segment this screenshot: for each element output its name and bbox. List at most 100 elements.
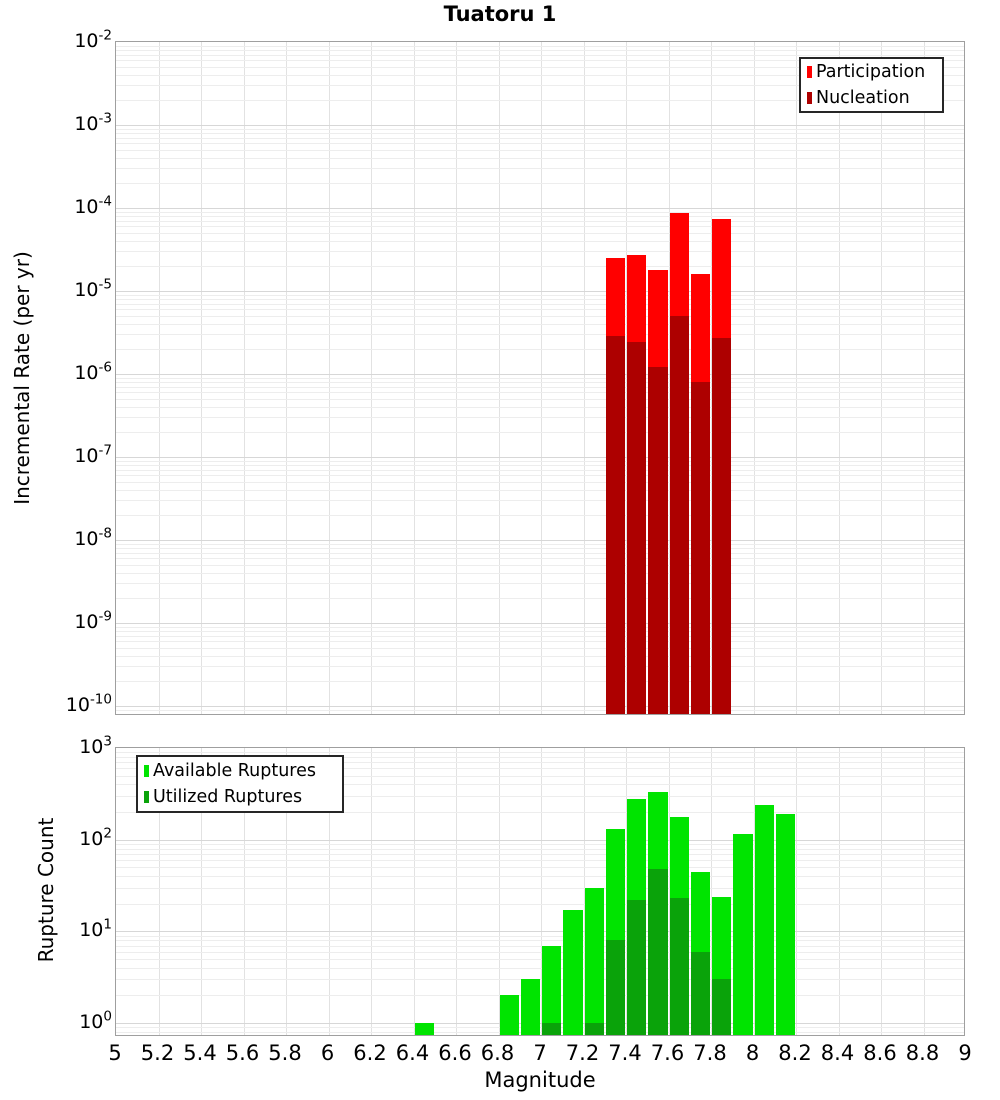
gridline-vertical: [711, 748, 712, 1035]
gridline-minor: [116, 349, 964, 350]
gridline-minor: [116, 979, 964, 981]
gridline-minor: [116, 216, 964, 218]
gridline-minor: [116, 1031, 964, 1033]
gridline-major: [116, 839, 964, 841]
gridline-minor: [116, 709, 964, 711]
gridline-minor: [116, 149, 964, 151]
gridline-minor: [116, 168, 964, 170]
gridline-vertical: [541, 748, 542, 1035]
gridline-vertical: [583, 748, 585, 1035]
gridline-minor: [116, 843, 964, 845]
gridline-vertical: [413, 748, 415, 1035]
bar-available-ruptures-m7.95: [733, 834, 753, 1035]
bar-available-ruptures-m8.05: [754, 804, 774, 1035]
gridline-minor: [116, 959, 964, 960]
legend-marker-icon: [807, 92, 812, 104]
legend-item-nucleation: Nucleation: [805, 85, 938, 111]
gridline-minor: [116, 548, 964, 550]
gridline-minor: [116, 432, 964, 433]
gridline-minor: [116, 469, 964, 471]
gridline-minor: [116, 334, 964, 336]
gridline-major: [116, 208, 964, 209]
bar-available-ruptures-m6.95: [520, 979, 540, 1035]
gridline-major: [116, 623, 964, 624]
bar-utilized-ruptures-m7.45: [627, 899, 647, 1035]
gridline-minor: [116, 481, 964, 483]
gridline-minor: [116, 324, 964, 326]
gridline-major: [116, 706, 964, 707]
bar-utilized-ruptures-m7.55: [648, 868, 668, 1035]
gridline-minor: [116, 392, 964, 394]
x-tick-label-5.4: 5.4: [183, 1041, 217, 1065]
bar-utilized-ruptures-m7.35: [605, 940, 625, 1035]
gridline-minor: [116, 490, 964, 492]
bar-nucleation-m7.85: [712, 338, 732, 714]
x-tick-label-8.2: 8.2: [778, 1041, 812, 1065]
x-tick-label-7.6: 7.6: [650, 1041, 685, 1065]
gridline-minor: [116, 75, 964, 77]
gridline-minor: [116, 752, 964, 754]
gridline-minor: [116, 543, 964, 545]
gridline-minor: [116, 45, 964, 47]
gridline-minor: [116, 226, 964, 228]
y-tick-label-10e1: 101: [79, 917, 112, 942]
gridline-minor: [116, 266, 964, 267]
gridline-minor: [116, 128, 964, 130]
bar-available-ruptures-m7.05: [542, 945, 562, 1035]
gridline-minor: [116, 935, 964, 937]
gridline-minor: [116, 211, 964, 213]
bar-utilized-ruptures-m7.85: [712, 979, 732, 1035]
gridline-minor: [116, 54, 964, 56]
gridline-minor: [116, 756, 964, 758]
gridline-minor: [116, 573, 964, 575]
gridline-minor: [116, 876, 964, 878]
gridline-major: [116, 291, 964, 292]
gridline-minor: [116, 967, 964, 969]
gridline-major: [116, 125, 964, 126]
y-tick-label-10e-5: 10-5: [74, 276, 112, 301]
gridline-minor: [116, 903, 964, 905]
x-tick-label-6.6: 6.6: [438, 1041, 472, 1065]
gridline-minor: [116, 812, 964, 814]
gridline-vertical: [668, 748, 670, 1035]
gridline-major: [116, 1023, 964, 1025]
x-tick-label-8.6: 8.6: [863, 1041, 897, 1065]
gridline-minor: [116, 398, 964, 400]
bar-available-ruptures-m8.15: [775, 814, 795, 1035]
gridline-vertical: [456, 748, 457, 1035]
bar-nucleation-m7.65: [669, 315, 689, 714]
gridline-minor: [116, 315, 964, 317]
x-tick-label-6: 6: [320, 1041, 335, 1065]
legend-label: Utilized Ruptures: [153, 787, 303, 807]
gridline-minor: [116, 50, 964, 52]
x-tick-label-6.4: 6.4: [395, 1041, 430, 1065]
x-tick-label-5.6: 5.6: [225, 1041, 260, 1065]
y-tick-label-10e-6: 10-6: [74, 359, 112, 384]
legend-item-utilized-ruptures: Utilized Ruptures: [142, 784, 338, 810]
bar-available-ruptures-m7.15: [563, 910, 583, 1035]
x-tick-label-8.4: 8.4: [820, 1041, 855, 1065]
gridline-minor: [116, 681, 964, 682]
gridline-minor: [116, 641, 964, 643]
gridline-minor: [116, 299, 964, 301]
gridline-minor: [116, 995, 964, 997]
gridline-minor: [116, 762, 964, 764]
gridline-minor: [116, 133, 964, 135]
gridline-minor: [116, 220, 964, 222]
legend-label: Participation: [816, 62, 926, 82]
x-tick-label-7: 7: [533, 1041, 547, 1065]
legend-marker-icon: [144, 791, 149, 803]
gridline-vertical: [838, 748, 840, 1035]
gridline-minor: [116, 417, 964, 419]
gridline-minor: [116, 867, 964, 869]
gridline-minor: [116, 784, 964, 786]
x-tick-label-7.8: 7.8: [693, 1041, 727, 1065]
gridline-minor: [116, 407, 964, 409]
x-tick-label-9: 9: [958, 1041, 972, 1065]
gridline-minor: [116, 552, 964, 554]
gridline-minor: [116, 60, 964, 62]
legend-rate: Participation Nucleation: [799, 57, 944, 113]
gridline-minor: [116, 460, 964, 462]
legend-ruptures: Available Ruptures Utilized Ruptures: [136, 755, 344, 813]
gridline-vertical: [286, 748, 287, 1035]
